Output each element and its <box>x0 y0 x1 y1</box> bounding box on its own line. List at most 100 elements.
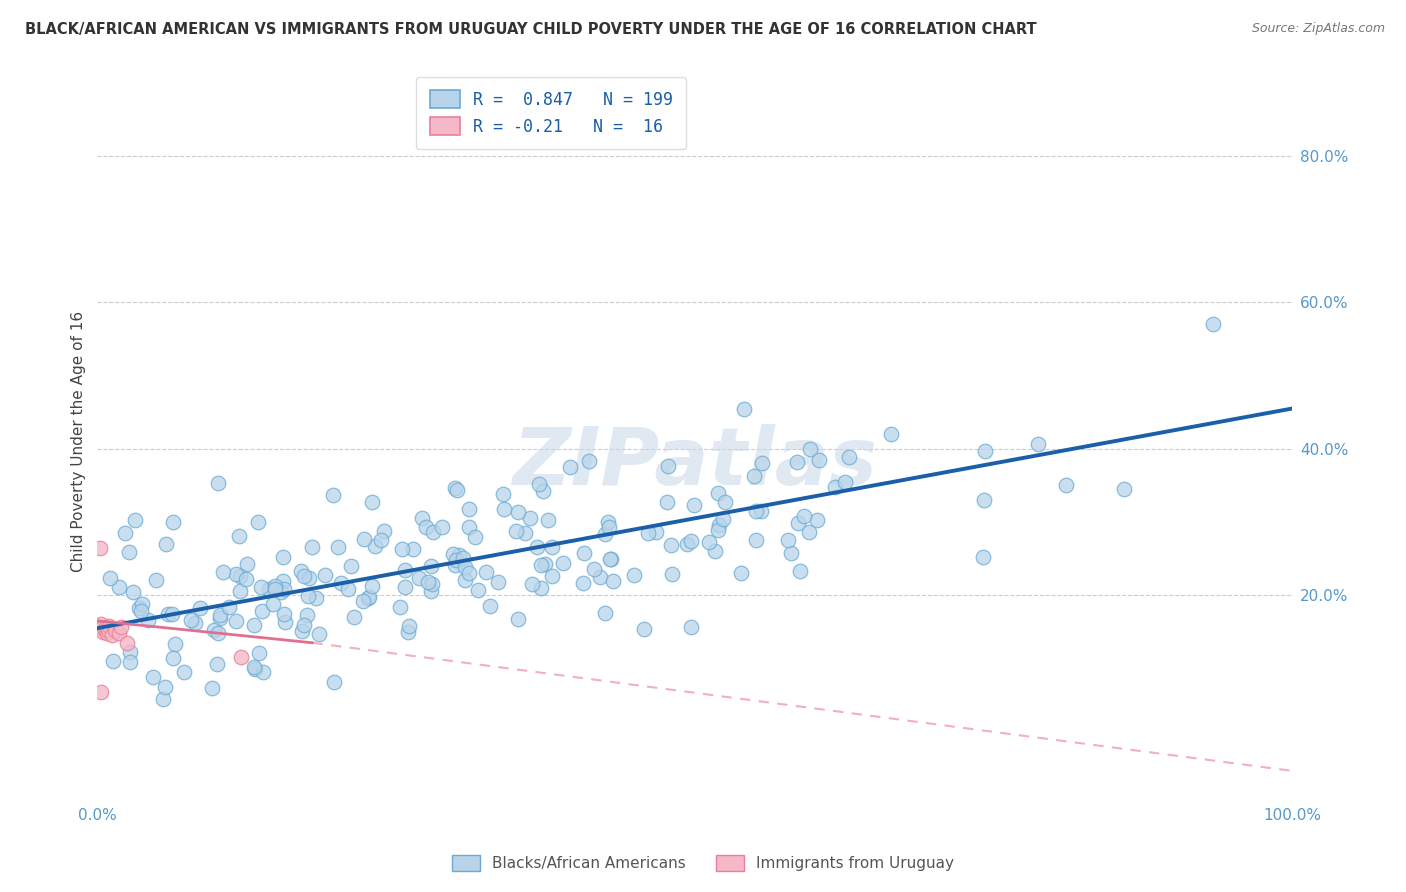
Point <box>745 503 768 517</box>
Point <box>353 532 375 546</box>
Point <box>420 584 443 599</box>
Point <box>90 617 112 632</box>
Point <box>229 568 252 582</box>
Point <box>91 624 114 639</box>
Point <box>973 493 995 508</box>
Point <box>540 541 562 555</box>
Point <box>90 685 112 699</box>
Point <box>201 681 224 696</box>
Point <box>94 620 117 634</box>
Point <box>593 527 616 541</box>
Point <box>110 620 132 634</box>
Point <box>536 512 558 526</box>
Point <box>340 559 363 574</box>
Point <box>733 402 755 417</box>
Point <box>505 524 527 538</box>
Point <box>370 533 392 548</box>
Point <box>394 580 416 594</box>
Point <box>526 540 548 554</box>
Point <box>578 454 600 468</box>
Point <box>235 573 257 587</box>
Point <box>444 553 467 567</box>
Point <box>330 575 353 590</box>
Point <box>530 558 553 572</box>
Text: Source: ZipAtlas.com: Source: ZipAtlas.com <box>1251 22 1385 36</box>
Point <box>308 627 330 641</box>
Point <box>458 501 481 516</box>
Point <box>202 623 225 637</box>
Point <box>596 515 619 529</box>
Point <box>273 615 295 629</box>
Point <box>789 564 811 578</box>
Point <box>155 680 177 694</box>
Legend: Blacks/African Americans, Immigrants from Uruguay: Blacks/African Americans, Immigrants fro… <box>446 849 960 877</box>
Point <box>709 517 731 532</box>
Point <box>598 519 620 533</box>
Point <box>252 665 274 679</box>
Point <box>633 622 655 636</box>
Point <box>162 651 184 665</box>
Point <box>655 495 678 509</box>
Point <box>541 568 564 582</box>
Point <box>229 650 252 665</box>
Point <box>249 580 271 594</box>
Point <box>786 455 808 469</box>
Point <box>396 625 419 640</box>
Point <box>273 607 295 622</box>
Point <box>165 637 187 651</box>
Point <box>298 571 321 585</box>
Point <box>644 524 666 539</box>
Point <box>419 558 441 573</box>
Point <box>322 488 344 502</box>
Point <box>444 558 467 572</box>
Point <box>162 607 184 622</box>
Point <box>443 481 465 495</box>
Point <box>326 541 349 555</box>
Point <box>184 615 207 630</box>
Point <box>479 599 502 613</box>
Point <box>155 537 177 551</box>
Point <box>361 578 384 592</box>
Point <box>207 657 229 671</box>
Point <box>96 626 118 640</box>
Point <box>342 610 364 624</box>
Point <box>322 675 344 690</box>
Point <box>243 618 266 632</box>
Point <box>273 582 295 597</box>
Point <box>394 563 416 577</box>
Point <box>243 662 266 676</box>
Point <box>458 566 481 580</box>
Point <box>706 524 728 538</box>
Point <box>264 582 287 596</box>
Point <box>637 526 659 541</box>
Point <box>108 626 131 640</box>
Point <box>751 504 773 518</box>
Point <box>508 505 530 519</box>
Point <box>291 624 314 638</box>
Point <box>264 579 287 593</box>
Point <box>122 584 145 599</box>
Point <box>93 624 115 638</box>
Point <box>799 442 821 456</box>
Point <box>595 606 617 620</box>
Point <box>519 511 541 525</box>
Point <box>103 654 125 668</box>
Point <box>751 456 773 470</box>
Point <box>744 533 766 547</box>
Point <box>252 604 274 618</box>
Point <box>714 494 737 508</box>
Point <box>441 547 464 561</box>
Point <box>711 512 734 526</box>
Point <box>475 565 498 579</box>
Point <box>661 566 683 581</box>
Point <box>391 541 413 556</box>
Point <box>97 623 120 637</box>
Point <box>361 495 384 509</box>
Point <box>357 590 380 604</box>
Point <box>229 583 252 598</box>
Point <box>225 566 247 581</box>
Point <box>257 582 280 596</box>
Point <box>292 568 315 582</box>
Point <box>180 613 202 627</box>
Point <box>797 524 820 539</box>
